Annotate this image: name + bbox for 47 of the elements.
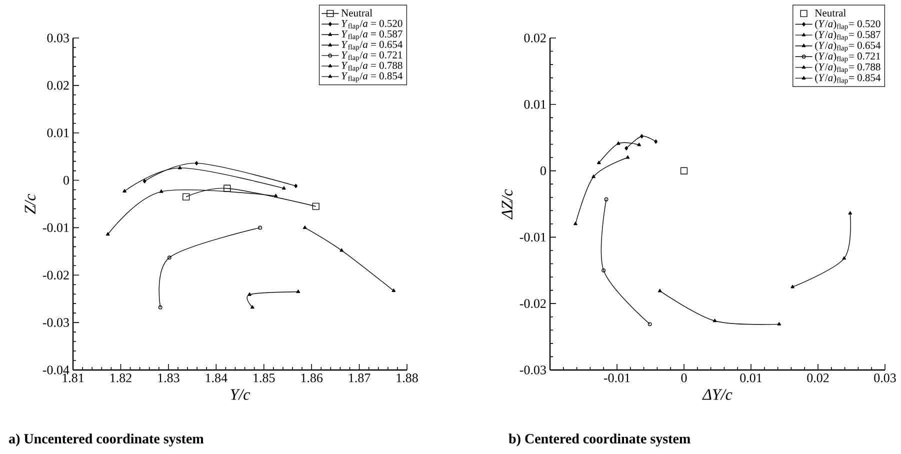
legend-label: (Y/a)$_{flap}$= 0.788 (815, 63, 880, 74)
y-axis-title: Z/c (24, 194, 36, 214)
legend-label: (Y/a)$_{flap}$= 0.587 (815, 30, 880, 42)
x-tick-label: 0 (681, 374, 687, 382)
y-axis-title: ΔZ/c (502, 189, 513, 220)
x-axis-title: ΔY/c (702, 389, 732, 400)
y-tick-label: 0 (540, 166, 546, 176)
x-tick-label: 1.82 (110, 374, 132, 382)
y-tick-label: -0.02 (520, 299, 546, 308)
x-tick-label: -0.01 (604, 374, 630, 382)
x-tick-label: 1.86 (301, 374, 323, 382)
legend-label: (Y/a)$_{flap}$= 0.520 (815, 20, 880, 30)
legend-label: Neutral (814, 9, 846, 16)
text: b) Centered coordinate system (508, 434, 690, 446)
x-tick-label: 1.81 (62, 374, 84, 382)
legend-label: Y$_{flap}$/a = 0.587 (342, 30, 402, 41)
x-axis-title: Y/c (230, 389, 250, 400)
legend-label: Y$_{flap}$/a = 0.721 (342, 51, 402, 62)
x-tick-label: 0.01 (740, 374, 762, 382)
x-tick-label: 1.83 (158, 374, 180, 382)
y-tick-label: -0.03 (42, 318, 69, 327)
y-tick-label: 0.01 (524, 100, 546, 109)
y-tick-label: 0 (63, 176, 69, 185)
y-tick-label: 0.01 (47, 128, 69, 138)
y-tick-label: -0.01 (42, 223, 69, 232)
legend-label: Y$_{flap}$/a = 0.520 (342, 20, 402, 30)
y-tick-label: -0.04 (42, 366, 70, 374)
y-tick-label: 0.03 (47, 34, 69, 42)
legend-label: Y$_{flap}$/a = 0.654 (342, 40, 403, 52)
x-tick-label: 1.84 (206, 374, 228, 382)
x-tick-label: 0.02 (807, 374, 829, 382)
y-tick-label: -0.01 (520, 232, 546, 242)
x-tick-label: 1.88 (396, 374, 418, 382)
legend-label: (Y/a)$_{flap}$= 0.854 (815, 74, 881, 84)
legend-label: Neutral (341, 9, 372, 16)
x-tick-label: 0.03 (874, 374, 896, 382)
x-tick-label: 1.85 (254, 374, 275, 382)
y-tick-label: 0.02 (524, 34, 546, 42)
x-tick-label: 1.87 (349, 374, 370, 382)
y-tick-label: 0.02 (47, 81, 69, 90)
legend-label: Y$_{flap}$/a = 0.788 (342, 62, 402, 72)
y-tick-label: -0.02 (42, 270, 69, 280)
y-tick-label: -0.03 (520, 366, 546, 374)
text: a) Uncentered coordinate system (9, 434, 204, 446)
legend-label: (Y/a)$_{flap}$= 0.654 (815, 41, 881, 52)
legend-label: (Y/a)$_{flap}$= 0.721 (815, 52, 880, 63)
legend-label: Y$_{flap}$/a = 0.854 (342, 72, 403, 82)
